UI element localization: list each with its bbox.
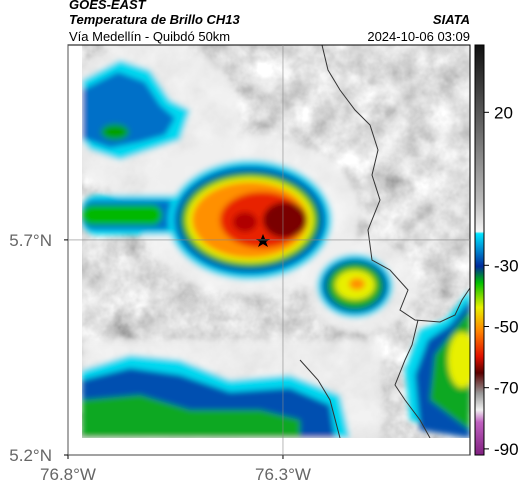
colorbar [474, 44, 485, 456]
subtitle: Temperatura de Brillo CH13 [69, 12, 241, 27]
x-tick-label: 76.3°W [255, 465, 311, 484]
x-tick-label: 76.8°W [40, 465, 96, 484]
colorbar-tick-label: 20 [494, 103, 513, 122]
colorbar-tick-label: -50 [494, 317, 519, 336]
colorbar-tick-label: -90 [494, 440, 519, 459]
satellite-image [82, 45, 470, 438]
region: Vía Medellín - Quibdó 50km [69, 29, 230, 44]
colorbar-tick-label: -70 [494, 379, 519, 398]
y-tick-label: 5.2°N [9, 446, 52, 465]
colorbar-tick-label: -30 [494, 256, 519, 275]
source: SIATA [433, 12, 470, 27]
y-tick-label: 5.7°N [9, 231, 52, 250]
title: GOES-EAST [69, 0, 147, 12]
timestamp: 2024-10-06 03:09 [367, 29, 470, 44]
location-marker [256, 234, 270, 247]
